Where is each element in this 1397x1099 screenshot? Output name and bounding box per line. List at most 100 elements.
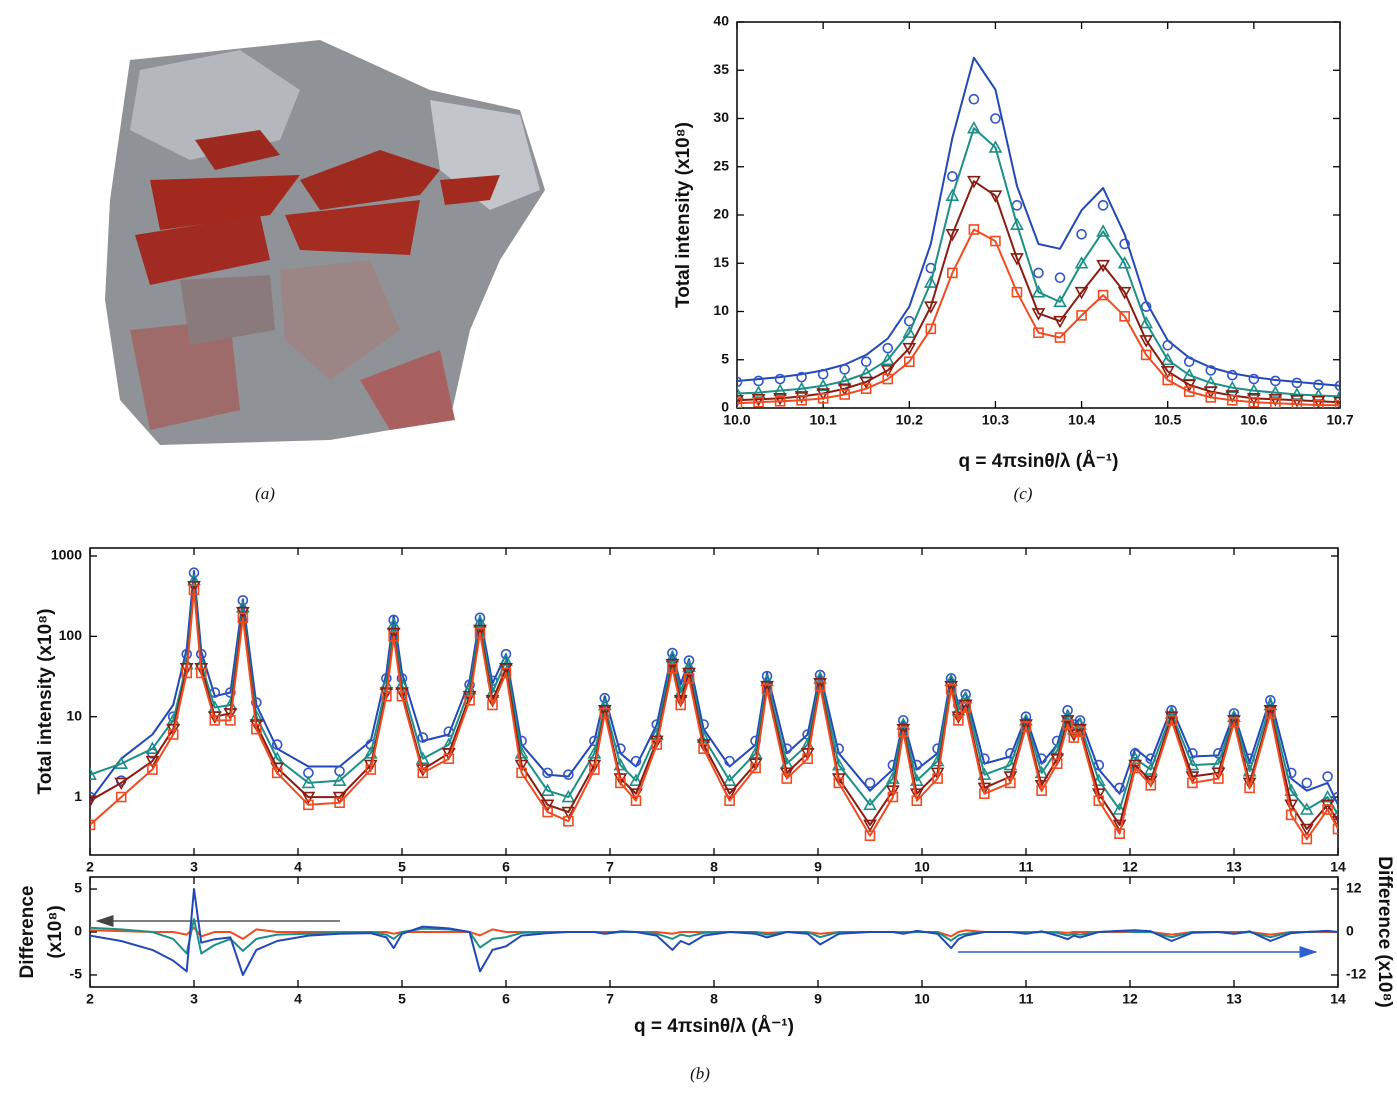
marker [1205,365,1217,376]
marker [251,723,262,735]
marker [979,788,990,800]
marker [1227,369,1238,381]
x-tick-label: 5 [398,991,406,1007]
marker [839,389,850,400]
marker [1096,224,1110,237]
plot-frame [89,547,1339,856]
marker [473,615,487,628]
series-line [90,570,1338,806]
x-tick-label: 4 [294,859,302,875]
marker [722,773,737,786]
marker [1139,315,1154,329]
grain-facet [135,215,270,285]
marker [417,767,429,779]
marker [1117,286,1132,300]
marker [945,229,960,242]
marker [1119,238,1130,250]
x-tick-label: 9 [814,859,822,875]
marker [967,175,981,189]
x-tick-label: 10.6 [1240,412,1267,428]
x-tick-label: 12 [1122,991,1138,1007]
marker [990,113,1001,124]
marker [271,739,283,750]
marker [1073,723,1087,737]
grain-facet [150,175,300,230]
marker [1076,310,1087,321]
marker [365,764,377,775]
marker [1160,352,1175,366]
y-tick-label: 0 [74,923,82,939]
x-tick-label: 2 [86,859,94,875]
marker [225,687,236,698]
marker [902,325,917,339]
marker [1322,771,1333,782]
marker [332,773,347,786]
marker [773,393,787,406]
y2-tick-label: -12 [1346,966,1366,982]
marker [802,753,813,765]
y-tick-label: 40 [713,13,729,29]
marker [1248,373,1260,385]
marker [988,190,1003,203]
marker [114,777,129,791]
plot-area [90,888,1338,976]
marker [1322,804,1333,815]
marker [1114,828,1125,839]
marker [1334,399,1340,408]
x-tick-label: 10.0 [723,412,750,428]
marker [1331,807,1338,821]
marker [630,795,642,807]
marker [1227,394,1238,406]
marker [1076,229,1087,240]
y-tick-label: 0 [721,399,729,415]
marker [1301,777,1313,789]
marker [381,690,392,702]
marker [1074,286,1089,300]
marker [1160,366,1175,379]
marker [988,140,1003,153]
grain-facet [285,200,420,255]
x-tick-label: 11 [1019,991,1034,1007]
marker [115,791,127,803]
marker [1074,726,1086,738]
x-tick-label: 13 [1226,991,1242,1007]
y-tick-label: 10 [713,302,729,318]
series-line [90,888,1338,976]
nanocrystal-illustration [105,40,545,445]
marker [796,394,807,406]
marker [761,683,773,695]
marker [417,732,429,743]
marker [1010,253,1024,266]
y-tick-label: 15 [713,254,729,270]
marker [1301,833,1313,845]
marker [864,777,876,789]
marker [863,819,877,833]
x-axis-title: q = 4πsinθ/λ (Å⁻¹) [634,1016,794,1037]
marker [386,627,401,641]
marker [1031,285,1046,298]
marker [737,394,744,408]
marker [1036,785,1047,796]
marker [1183,386,1195,397]
x-tick-label: 7 [606,859,614,875]
marker [781,773,793,784]
marker [1053,294,1067,308]
plot-frame [736,21,1341,409]
marker [415,764,430,777]
marker [1097,289,1109,301]
marker [1265,708,1276,719]
marker [1183,356,1195,367]
marker [925,323,937,335]
marker [1162,339,1174,351]
marker [698,743,709,754]
marker [977,782,992,796]
plot-area [90,567,1338,845]
x-tick-label: 10.3 [982,412,1009,428]
marker [615,777,626,789]
caption: (c) [1014,484,1033,503]
marker [923,275,938,288]
marker [958,699,973,713]
marker [911,795,923,807]
marker [1290,394,1304,408]
